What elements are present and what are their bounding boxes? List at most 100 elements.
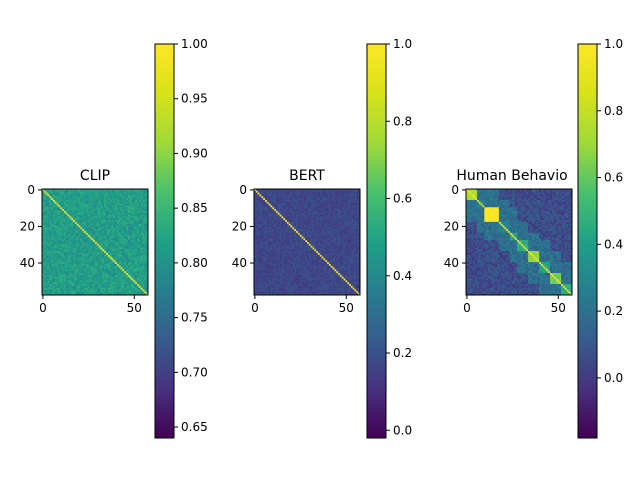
heatmap-cell (93, 285, 96, 289)
heatmap-cell (113, 265, 116, 268)
heatmap-cell (109, 289, 112, 292)
heatmap-cell (47, 201, 50, 205)
heatmap-cell (257, 221, 260, 225)
heatmap-cell (62, 278, 65, 281)
heatmap-cell (274, 220, 277, 223)
heatmap-cell (73, 276, 76, 279)
heatmap-cell (104, 209, 107, 212)
heatmap-cell (259, 194, 262, 197)
heatmap-cell (87, 284, 90, 287)
heatmap-cell (42, 234, 45, 237)
heatmap-cell (74, 196, 78, 199)
heatmap-cell (95, 247, 98, 250)
heatmap-cell (297, 196, 301, 199)
heatmap-cell (283, 205, 286, 208)
heatmap-cell (274, 210, 277, 214)
heatmap-cell (294, 194, 297, 197)
heatmap-cell (310, 214, 313, 217)
heatmap-cell (54, 260, 58, 263)
heatmap-cell (85, 199, 89, 203)
heatmap-cell (347, 207, 350, 210)
heatmap-cell (84, 256, 87, 259)
heatmap-cell (49, 271, 52, 274)
heatmap-cell (116, 284, 120, 287)
heatmap-cell (127, 229, 131, 232)
heatmap-cell (76, 282, 79, 285)
heatmap-cell (115, 258, 118, 261)
heatmap-cell (104, 229, 107, 232)
heatmap-cell (87, 263, 90, 267)
heatmap-cell (264, 201, 268, 205)
heatmap-cell (51, 236, 54, 239)
heatmap-cell (319, 192, 323, 195)
heatmap-cell (98, 218, 101, 221)
heatmap-cell (325, 209, 328, 212)
heatmap-cell (137, 276, 140, 279)
heatmap-cell (105, 285, 109, 289)
heatmap-cell (146, 267, 149, 270)
heatmap-cell (80, 263, 83, 267)
heatmap-cell (43, 196, 47, 199)
heatmap-cell (87, 220, 90, 223)
heatmap-cell (42, 273, 45, 276)
heatmap-cell (115, 280, 118, 283)
heatmap-cell (54, 218, 58, 221)
heatmap-cell (272, 194, 275, 197)
colorbar-tick-label: 0.65 (181, 420, 208, 434)
heatmap-cell (281, 227, 284, 230)
heatmap-cell (268, 196, 271, 199)
heatmap-cell (310, 199, 313, 203)
heatmap-cell (290, 223, 293, 226)
heatmap-cell (343, 212, 346, 215)
heatmap-cell (270, 214, 273, 217)
heatmap-cell (126, 291, 129, 294)
heatmap-cell (98, 220, 101, 223)
heatmap-cell (85, 238, 89, 241)
heatmap-cell (307, 214, 310, 217)
heatmap-cell (80, 285, 83, 289)
heatmap-cell (69, 243, 72, 247)
heatmap-cell (124, 251, 127, 254)
heatmap-cell (144, 252, 147, 256)
heatmap-cell (107, 265, 111, 268)
heatmap-cell (84, 254, 87, 258)
heatmap-cell (100, 278, 103, 281)
heatmap-cell (65, 287, 68, 290)
heatmap-cell (352, 194, 355, 197)
heatmap-cell (107, 218, 111, 221)
heatmap-cell (71, 282, 74, 285)
heatmap-cell (118, 238, 121, 241)
heatmap-cell (133, 220, 136, 223)
heatmap-cell (95, 201, 98, 205)
heatmap-cell (137, 265, 140, 268)
heatmap-cell (272, 207, 275, 210)
heatmap-cell (321, 203, 324, 206)
heatmap-cell (131, 231, 134, 234)
heatmap-cell (307, 207, 310, 210)
heatmap-cell (305, 192, 308, 195)
heatmap-cell (127, 258, 131, 261)
heatmap-cell (323, 190, 326, 194)
heatmap-cell (107, 278, 111, 281)
heatmap-cell (336, 190, 339, 194)
heatmap-cell (74, 216, 78, 219)
heatmap-cell (74, 234, 78, 237)
heatmap-cell (133, 232, 136, 236)
heatmap-cell (124, 205, 127, 208)
heatmap-cell (58, 269, 61, 272)
heatmap-cell (334, 189, 337, 192)
heatmap-cell (140, 220, 143, 223)
heatmap-cell (60, 240, 63, 243)
heatmap-cell (255, 194, 259, 197)
heatmap-cell (307, 192, 310, 195)
heatmap-cell (65, 240, 68, 243)
heatmap-cell (137, 223, 140, 226)
heatmap-cell (76, 258, 79, 261)
heatmap-cell (109, 269, 112, 272)
heatmap-cell (277, 209, 280, 212)
heatmap-cell (122, 265, 125, 268)
heatmap-cell (89, 274, 92, 278)
heatmap-cell (93, 210, 96, 214)
heatmap-cell (51, 271, 54, 274)
heatmap-cell (51, 287, 54, 290)
